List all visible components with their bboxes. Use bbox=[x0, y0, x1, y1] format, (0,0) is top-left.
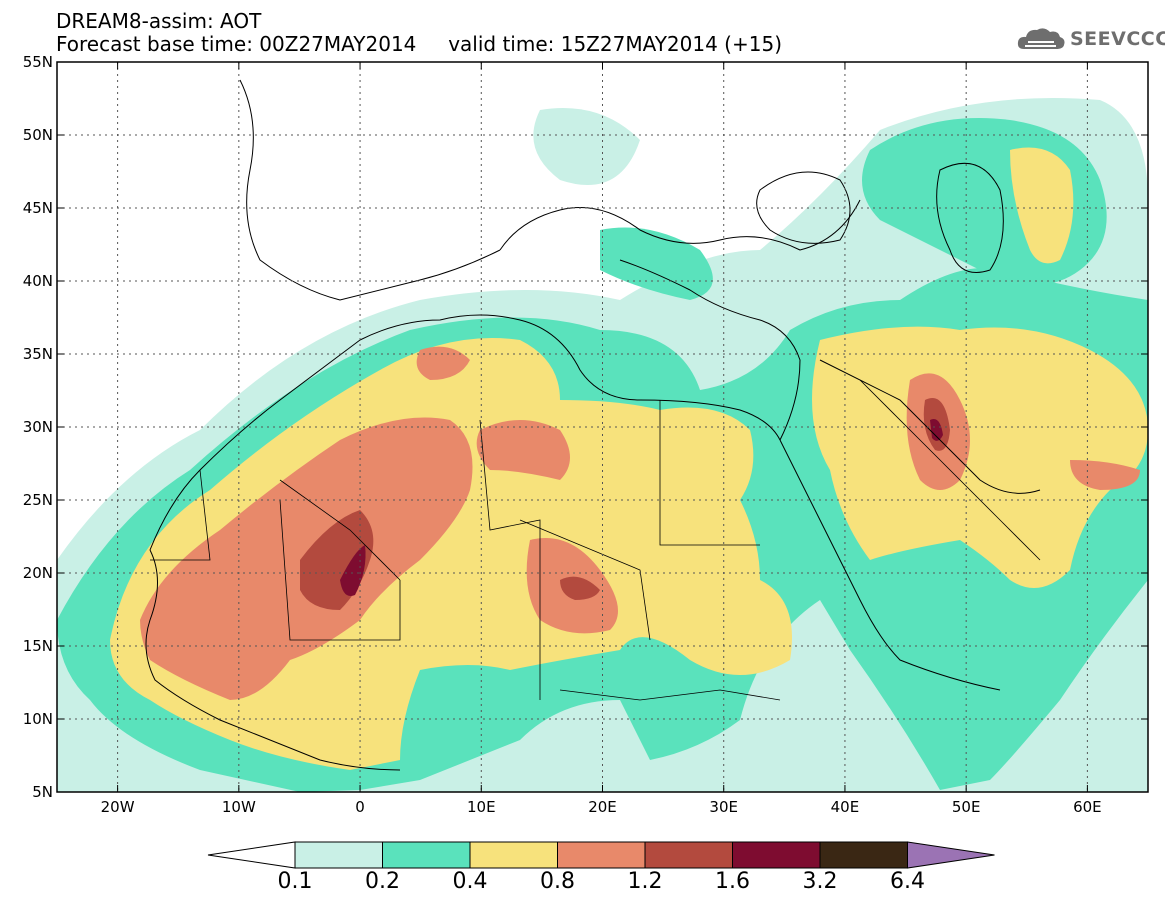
borders bbox=[150, 379, 1041, 701]
colorbar-label: 0.4 bbox=[452, 869, 488, 894]
colorbar bbox=[207, 841, 995, 869]
aot-level-1.6 bbox=[340, 419, 943, 596]
lon-tick-label: 10E bbox=[467, 798, 496, 816]
lon-tick-label: 10W bbox=[222, 798, 256, 816]
lat-tick-label: 5N bbox=[32, 783, 53, 801]
lat-tick-label: 40N bbox=[23, 272, 53, 290]
lat-tick-label: 50N bbox=[23, 126, 53, 144]
lat-tick-label: 25N bbox=[23, 491, 53, 509]
dust-field bbox=[57, 79, 1148, 792]
gridlines bbox=[57, 62, 1148, 792]
colorbar-label: 0.8 bbox=[540, 869, 575, 894]
lat-tick-label: 15N bbox=[23, 637, 53, 655]
colorbar-box bbox=[469, 841, 558, 869]
lon-tick-label: 60E bbox=[1073, 798, 1102, 816]
lon-tick-label: 30E bbox=[709, 798, 738, 816]
lat-tick-label: 20N bbox=[23, 564, 53, 582]
axes: 55N 50N 45N 40N 35N 30N 25N 20N 15N 10N 5N 20W 10W 0 1… bbox=[23, 53, 1148, 816]
lat-tick-label: 45N bbox=[23, 199, 53, 217]
lat-tick-label: 30N bbox=[23, 418, 53, 436]
colorbar-label: 3.2 bbox=[802, 869, 838, 894]
colorbar-box bbox=[819, 841, 908, 869]
colorbar-label: 0.1 bbox=[277, 869, 313, 894]
forecast-times: Forecast base time: 00Z27MAY2014 valid t… bbox=[56, 32, 782, 56]
colorbar-box bbox=[732, 841, 821, 869]
logo-text: SEEVCCC bbox=[1070, 28, 1165, 50]
coastlines bbox=[145, 79, 1041, 771]
colorbar-label: 0.2 bbox=[365, 869, 400, 894]
cloud-icon bbox=[1017, 28, 1065, 49]
colorbar-box bbox=[382, 841, 471, 869]
colorbar-box bbox=[294, 841, 383, 869]
lon-tick-label: 0 bbox=[355, 798, 365, 816]
lon-tick-label: 50E bbox=[952, 798, 981, 816]
colorbar-box bbox=[644, 841, 733, 869]
colorbar-low-arrow bbox=[207, 841, 296, 869]
colorbar-box bbox=[557, 841, 646, 869]
lat-tick-label: 10N bbox=[23, 710, 53, 728]
lon-tick-label: 20E bbox=[588, 798, 617, 816]
colorbar-label: 1.6 bbox=[715, 869, 750, 894]
lat-tick-label: 35N bbox=[23, 345, 53, 363]
colorbar-high-arrow bbox=[907, 841, 995, 869]
seevccc-logo: SEEVCCC bbox=[1016, 24, 1165, 54]
colorbar-label: 1.2 bbox=[627, 869, 663, 894]
lon-tick-label: 40E bbox=[831, 798, 860, 816]
lat-tick-label: 55N bbox=[23, 53, 53, 71]
colorbar-label: 6.4 bbox=[890, 869, 925, 894]
map-title: DREAM8-assim: AOT bbox=[56, 9, 262, 33]
lon-tick-label: 20W bbox=[101, 798, 135, 816]
